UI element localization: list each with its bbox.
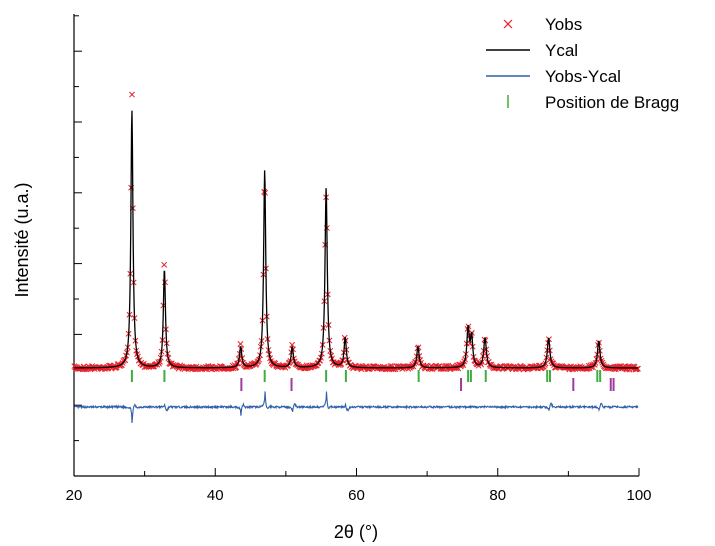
legend-label: Position de Bragg — [545, 93, 679, 112]
yobs-point — [129, 91, 135, 98]
y-axis-title: Intensité (u.a.) — [12, 182, 32, 297]
x-tick-label: 100 — [626, 487, 651, 504]
legend-label: Yobs-Ycal — [545, 67, 621, 86]
legend-entry: Ycal — [486, 41, 578, 60]
yobs-point — [237, 341, 244, 347]
observed-points — [71, 91, 641, 373]
yobs-point — [634, 365, 641, 372]
legend-entry: Yobs-Ycal — [486, 67, 621, 86]
x-tick-label: 20 — [66, 487, 83, 504]
calculated-curve — [74, 110, 638, 369]
x-tick-label: 60 — [348, 487, 365, 504]
x-axis-title: 2θ (°) — [334, 522, 378, 542]
x-tick-label: 80 — [489, 487, 506, 504]
yobs-point — [305, 364, 312, 371]
legend-label: Ycal — [545, 41, 578, 60]
legend-entry: Yobs — [503, 15, 582, 34]
bragg-markers — [130, 370, 615, 391]
difference-curve — [73, 391, 639, 424]
yobs-point — [156, 360, 163, 367]
ycal-line — [74, 110, 638, 369]
legend: Yobs Ycal Yobs-Ycal Position de Bragg — [486, 15, 679, 112]
yobs-point — [161, 261, 168, 268]
x-tick-label: 40 — [207, 487, 224, 504]
legend-entry: Position de Bragg — [507, 93, 679, 112]
yobs-point — [634, 365, 641, 372]
yobs-ycal-line — [73, 391, 639, 424]
yobs-point — [540, 363, 547, 370]
yobs-point — [289, 341, 296, 348]
legend-label: Yobs — [545, 15, 582, 34]
x-tick-labels: 20 40 60 80 100 — [66, 487, 652, 504]
